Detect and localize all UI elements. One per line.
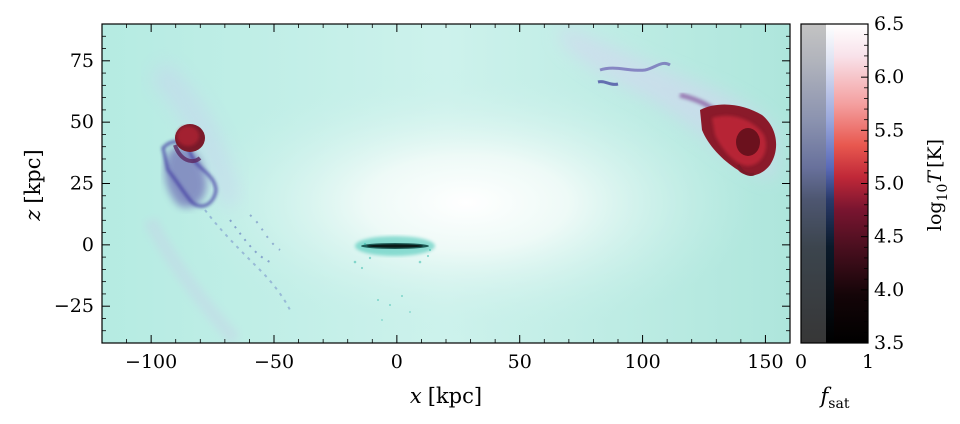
galaxy-disk [353, 236, 435, 321]
colorbar-ticks: 3.5 4.0 4.5 5.0 5.5 6.0 6.5 [861, 13, 904, 354]
colorbar-tick-label: 5.5 [874, 119, 904, 141]
y-ticks: −25 0 25 50 75 [54, 23, 790, 332]
colorbar-sat-label: fsat [819, 384, 850, 412]
y-tick-label: 25 [70, 173, 94, 195]
left-cloud [143, 60, 291, 343]
y-axis-label: z[kpc] [21, 149, 45, 221]
colorbar-tick-label: 6.0 [874, 66, 904, 88]
colorbar-tick-label: 5.0 [874, 173, 904, 195]
y-tick-label: −25 [54, 295, 94, 317]
x-tick-label: 50 [508, 351, 532, 373]
colorbar-sat-tick-label: 0 [795, 351, 807, 373]
colorbar-tick-label: 4.5 [874, 226, 904, 248]
x-tick-label: 100 [624, 351, 660, 373]
x-axis-label: x [kpc] [410, 384, 482, 408]
y-tick-label: 50 [70, 111, 94, 133]
colorbar-sat-tick-label: 1 [862, 351, 874, 373]
colorbar-tick-label: 4.0 [874, 279, 904, 301]
y-tick-label: 75 [70, 50, 94, 72]
colorbar-tick-label: 3.5 [874, 332, 904, 354]
x-tick-label: 0 [391, 351, 403, 373]
x-tick-label: 150 [747, 351, 783, 373]
right-cloud [560, 26, 777, 180]
y-tick-label: 0 [82, 234, 94, 256]
plot-area [102, 24, 790, 343]
colorbar [800, 23, 869, 344]
x-ticks: −100 −50 0 50 100 150 [101, 24, 791, 373]
colorbar-tick-label: 6.5 [874, 13, 904, 35]
colorbar-label: log10T[K] [924, 139, 951, 231]
x-tick-label: −100 [125, 351, 177, 373]
x-tick-label: −50 [254, 351, 294, 373]
